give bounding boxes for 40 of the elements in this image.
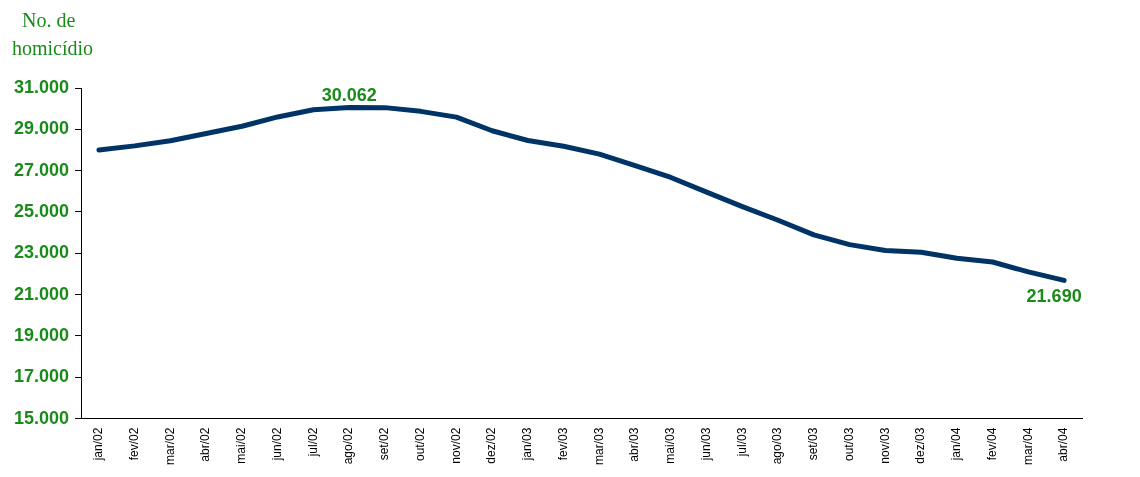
y-tick-label: 19.000 [13, 324, 70, 345]
y-tick-label: 21.000 [13, 283, 70, 304]
x-tick-label: set/02 [377, 427, 392, 461]
x-tick-label: jan/02 [91, 427, 106, 462]
y-tick-label: 29.000 [13, 118, 70, 139]
x-tick-label: abr/02 [198, 427, 213, 462]
x-tick-label: jul/03 [734, 427, 749, 458]
x-tick-label: ago/03 [770, 427, 785, 465]
x-tick-label: dez/03 [913, 427, 928, 464]
x-tick-label: abr/04 [1056, 427, 1071, 462]
x-tick-label: jun/02 [269, 427, 284, 462]
x-tick-label: fev/03 [555, 427, 570, 461]
x-tick-label: mai/02 [234, 427, 249, 464]
x-tick-label: jun/03 [698, 427, 713, 462]
y-tick-label: 27.000 [13, 159, 70, 180]
y-tick-label: 15.000 [13, 407, 70, 428]
x-tick-label: out/03 [841, 427, 856, 462]
x-tick-label: fev/02 [126, 427, 141, 461]
data-label: 30.062 [321, 85, 377, 106]
x-tick-label: jul/02 [305, 427, 320, 458]
data-label: 21.690 [1026, 286, 1082, 307]
x-tick-label: mar/04 [1020, 427, 1035, 466]
x-tick-label: dez/02 [484, 427, 499, 464]
x-tick-label: set/03 [806, 427, 821, 461]
x-tick-label: abr/03 [627, 427, 642, 462]
x-tick-label: jan/03 [520, 427, 535, 462]
x-tick-label: mar/03 [591, 427, 606, 466]
y-tick-label: 31.000 [13, 76, 70, 97]
y-tick-label: 17.000 [13, 366, 70, 387]
x-tick-label: fev/04 [984, 427, 999, 461]
x-tick-label: out/02 [412, 427, 427, 462]
x-tick-label: jan/04 [949, 427, 964, 462]
y-tick-label: 23.000 [13, 242, 70, 263]
x-tick-label: nov/02 [448, 427, 463, 464]
x-tick-label: nov/03 [877, 427, 892, 464]
x-tick-label: mar/02 [162, 427, 177, 466]
x-tick-label: mai/03 [663, 427, 678, 464]
y-tick-label: 25.000 [13, 200, 70, 221]
y-axis-title: No. de homicídio [12, 9, 94, 60]
x-tick-label: ago/02 [341, 427, 356, 465]
